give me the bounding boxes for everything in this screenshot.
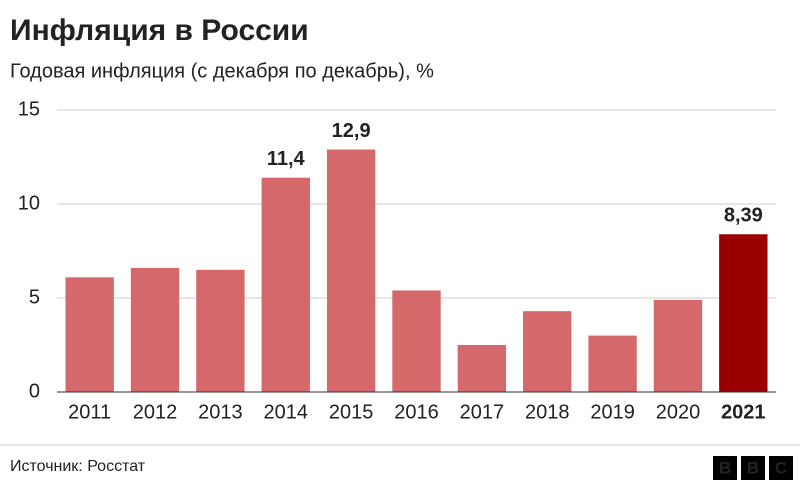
y-tick-label: 10 (18, 192, 40, 214)
bar (392, 290, 441, 392)
x-tick-label: 2012 (133, 401, 178, 423)
logo-letter: B (747, 458, 759, 477)
logo-letter: B (719, 458, 731, 477)
x-tick-label: 2014 (264, 401, 309, 423)
x-tick-label: 2016 (394, 401, 439, 423)
x-tick-label: 2019 (590, 401, 635, 423)
bar (653, 299, 703, 392)
y-tick-label: 0 (29, 380, 40, 402)
bar (523, 311, 572, 392)
x-tick-label: 2018 (525, 401, 570, 423)
source: Источник: Росстат (10, 458, 146, 475)
y-tick-label: 15 (18, 98, 40, 120)
x-tick-label: 2011 (68, 401, 111, 423)
bar (65, 277, 114, 392)
value-label: 8,39 (724, 205, 763, 227)
value-label: 12,9 (332, 120, 371, 142)
bar (326, 149, 376, 392)
x-tick-label: 2020 (656, 401, 701, 423)
bar (588, 335, 637, 392)
value-label: 11,4 (267, 148, 306, 170)
bar (719, 234, 768, 392)
bar (261, 177, 310, 392)
x-tick-label: 2013 (198, 401, 243, 423)
logo-box (713, 456, 737, 480)
bar (457, 345, 507, 392)
x-tick-label: 2015 (329, 401, 374, 423)
bar (130, 267, 180, 392)
y-tick-label: 5 (29, 286, 40, 308)
logo-box (769, 456, 793, 480)
chart-subtitle: Годовая инфляция (с декабря по декабрь),… (10, 60, 434, 82)
logo-letter: C (775, 458, 787, 477)
logo-box (741, 456, 765, 480)
chart-title: Инфляция в России (10, 14, 309, 47)
bar (196, 269, 245, 392)
x-tick-label: 2021 (721, 401, 766, 423)
x-tick-label: 2017 (460, 401, 505, 423)
